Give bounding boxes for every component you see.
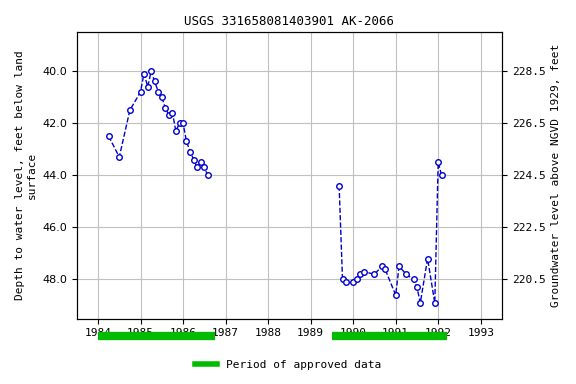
Title: USGS 331658081403901 AK-2066: USGS 331658081403901 AK-2066 bbox=[184, 15, 395, 28]
Y-axis label: Groundwater level above NGVD 1929, feet: Groundwater level above NGVD 1929, feet bbox=[551, 44, 561, 307]
Legend: Period of approved data: Period of approved data bbox=[191, 356, 385, 375]
Y-axis label: Depth to water level, feet below land
surface: Depth to water level, feet below land su… bbox=[15, 50, 37, 300]
